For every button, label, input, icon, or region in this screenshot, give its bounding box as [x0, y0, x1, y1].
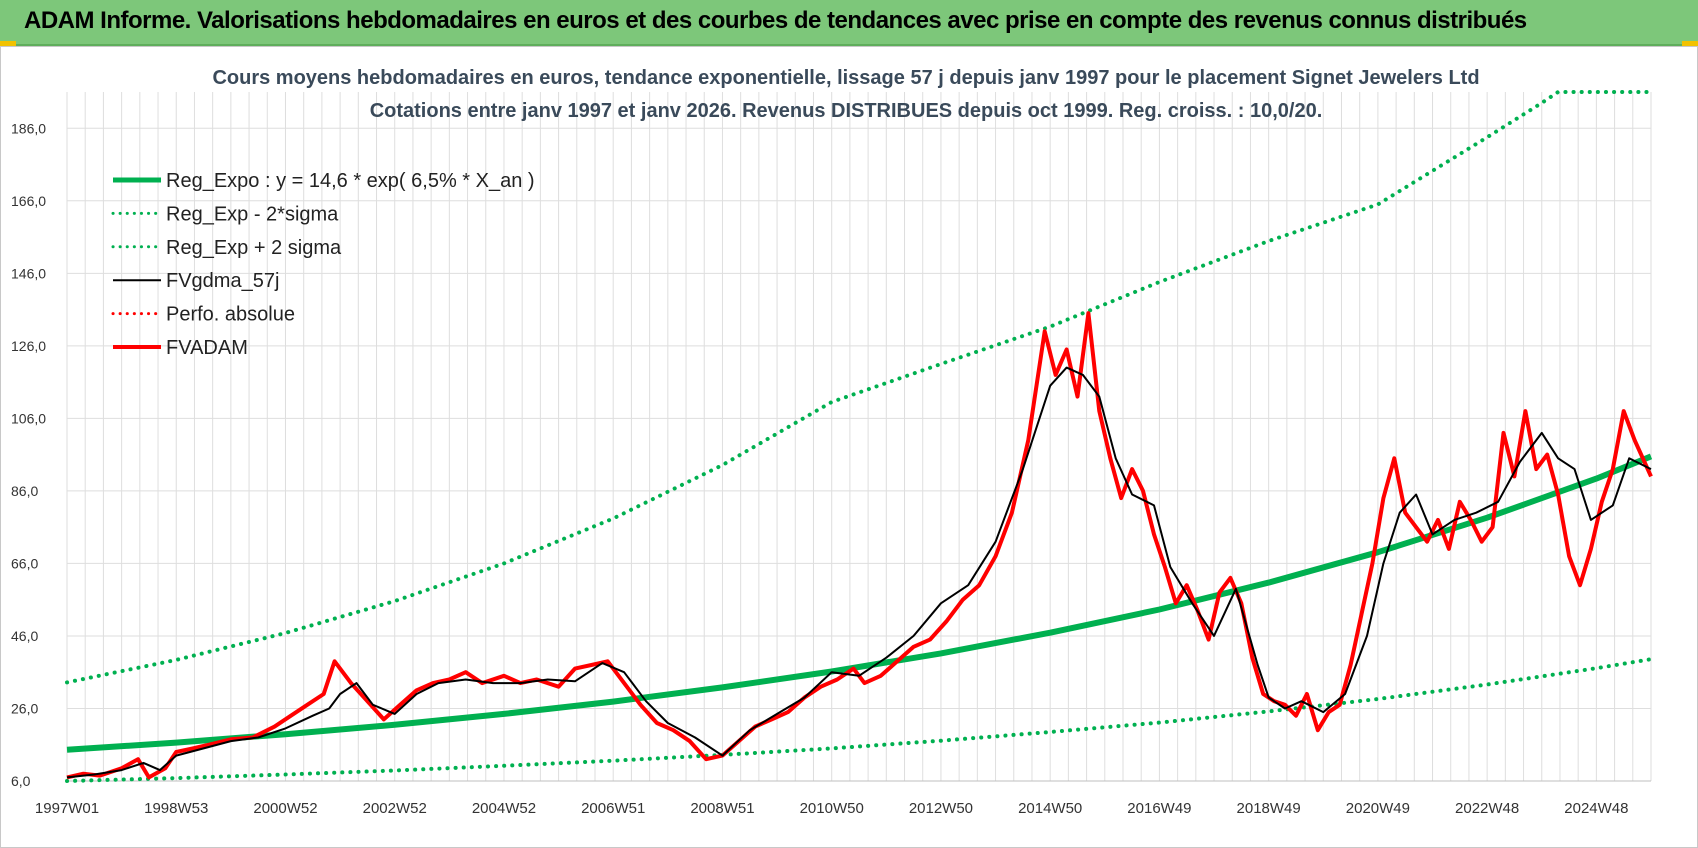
- x-tick-label: 1998W53: [144, 800, 208, 817]
- x-tick-label: 2012W50: [909, 800, 973, 817]
- chart-title: Cours moyens hebdomadaires en euros, ten…: [212, 67, 1479, 89]
- series-line-5: [66, 311, 1653, 780]
- x-tick-label: 2018W49: [1237, 800, 1301, 817]
- legend-label: Reg_Exp + 2 sigma: [166, 237, 342, 259]
- line-chart: 6,0 26,0 46,0 66,0 86,0 106,0 126,0 146,0 166,0 1…: [11, 67, 1653, 817]
- x-tick-label: 2006W51: [581, 800, 645, 817]
- x-tick-label: 2000W52: [253, 800, 317, 817]
- x-tick-label: 2010W50: [800, 800, 864, 817]
- y-tick-label: 66,0: [11, 555, 38, 571]
- series-line-1: [65, 657, 1653, 783]
- x-tick-label: 1997W01: [35, 800, 99, 817]
- y-tick-label: 46,0: [11, 628, 38, 644]
- corner-marker-right: [1682, 41, 1698, 46]
- legend-label: Perfo. absolue: [166, 304, 295, 326]
- report-banner: ADAM Informe. Valorisations hebdomadaire…: [0, 0, 1698, 46]
- x-tick-label: 2008W51: [690, 800, 754, 817]
- y-tick-label: 106,0: [11, 410, 46, 426]
- x-tick-label: 2022W48: [1455, 800, 1519, 817]
- y-tick-label: 186,0: [11, 120, 46, 136]
- series-line-2: [65, 90, 1653, 685]
- chart-frame: 6,0 26,0 46,0 66,0 86,0 106,0 126,0 146,0 166,0 1…: [0, 46, 1698, 848]
- y-tick-label: 26,0: [11, 700, 38, 716]
- x-tick-label: 2004W52: [472, 800, 536, 817]
- legend-label: FVADAM: [166, 337, 248, 359]
- corner-marker-left: [0, 41, 16, 46]
- series-group: [65, 90, 1653, 783]
- legend: Reg_Expo : y = 14,6 * exp( 6,5% * X_an )…: [111, 170, 535, 359]
- grid: [66, 92, 1652, 782]
- report-title: ADAM Informe. Valorisations hebdomadaire…: [24, 7, 1527, 34]
- y-tick-label: 126,0: [11, 338, 46, 354]
- chart-subtitle: Cotations entre janv 1997 et janv 2026. …: [370, 100, 1323, 122]
- x-tick-label: 2016W49: [1127, 800, 1191, 817]
- y-tick-label: 166,0: [11, 193, 46, 209]
- legend-label: FVgdma_57j: [166, 270, 279, 292]
- legend-label: Reg_Expo : y = 14,6 * exp( 6,5% * X_an ): [166, 170, 535, 192]
- y-tick-label: 86,0: [11, 483, 38, 499]
- y-tick-label: 6,0: [11, 773, 31, 789]
- x-tick-label: 2002W52: [363, 800, 427, 817]
- x-tick-label: 2020W49: [1346, 800, 1410, 817]
- series-line-3: [66, 366, 1652, 779]
- y-tick-label: 146,0: [11, 265, 46, 281]
- x-tick-label: 2014W50: [1018, 800, 1082, 817]
- x-axis: 1997W01 1998W53 2000W52 2002W52 2004W52 2006W…: [35, 800, 1629, 817]
- x-tick-label: 2024W48: [1564, 800, 1628, 817]
- y-axis: 6,0 26,0 46,0 66,0 86,0 106,0 126,0 146,0 166,0 1…: [11, 120, 46, 789]
- legend-label: Reg_Exp - 2*sigma: [166, 203, 339, 225]
